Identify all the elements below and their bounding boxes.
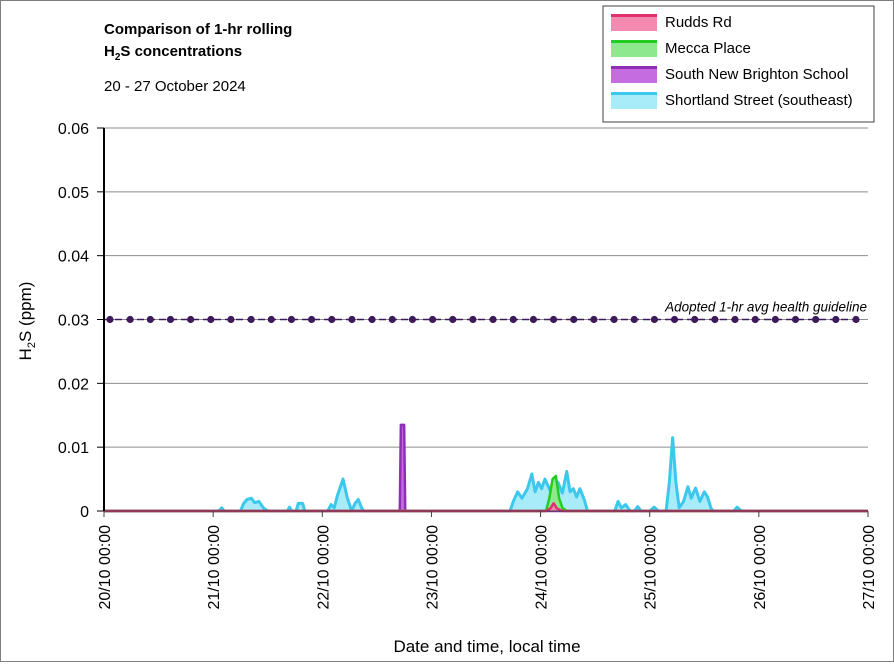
- guideline-marker: [106, 315, 114, 324]
- chart-subtitle: 20 - 27 October 2024: [104, 78, 246, 95]
- x-tick-label: 25/10 00:00: [643, 525, 660, 610]
- series-area-2: [104, 424, 868, 511]
- guideline-marker: [428, 315, 437, 324]
- y-tick-label: 0.05: [58, 185, 89, 202]
- guideline-marker: [570, 315, 578, 324]
- guideline-marker: [227, 315, 235, 324]
- x-tick-label: 22/10 00:00: [315, 525, 332, 610]
- x-axis-label: Date and time, local time: [393, 637, 580, 656]
- series-area-1: [104, 475, 868, 511]
- guideline-marker: [267, 315, 275, 324]
- guideline-marker: [489, 315, 497, 324]
- guideline-marker: [328, 315, 336, 324]
- legend-swatch: [611, 92, 657, 109]
- x-tick-label: 24/10 00:00: [534, 525, 551, 610]
- legend: Rudds Rd Mecca Place South New Brighton Sc…: [602, 5, 875, 123]
- guideline-marker: [308, 315, 316, 324]
- guideline-marker: [751, 315, 759, 324]
- series-area-3: [104, 437, 868, 511]
- legend-label: South New Brighton School: [665, 66, 848, 83]
- guideline-marker: [832, 315, 840, 324]
- guideline-marker: [812, 315, 820, 324]
- guideline-marker: [691, 315, 699, 324]
- guideline-marker: [791, 315, 800, 324]
- guideline-marker: [852, 315, 860, 324]
- guideline-marker: [529, 315, 538, 324]
- y-tick-label: 0.01: [58, 440, 89, 457]
- x-tick-labels: 20/10 00:00 21/10 00:00 22/10 00:00 23/10 0…: [97, 511, 878, 610]
- y-gridlines: [104, 127, 868, 448]
- y-tick-label: 0.03: [58, 313, 89, 330]
- guideline-marker: [590, 315, 598, 324]
- legend-swatch: [611, 40, 657, 57]
- legend-label: Rudds Rd: [665, 14, 732, 31]
- chart-title-line1: Comparison of 1-hr rolling: [104, 21, 292, 38]
- series-line-1: [104, 474, 868, 513]
- guideline-marker: [449, 315, 457, 324]
- y-tick-label: 0.06: [58, 121, 89, 138]
- legend-swatch: [611, 66, 657, 83]
- chart-title-line2: H2S concentrations: [104, 43, 242, 63]
- x-tick-label: 20/10 00:00: [97, 525, 114, 610]
- guideline-marker: [187, 315, 195, 324]
- y-tick-label: 0.04: [58, 249, 89, 266]
- guideline-marker: [126, 315, 134, 324]
- guideline-marker: [207, 315, 215, 324]
- guideline-marker: [711, 315, 719, 324]
- guideline-marker: [146, 315, 154, 324]
- guideline-marker: [610, 315, 618, 324]
- x-tick-label: 26/10 00:00: [752, 525, 769, 610]
- series-line-2: [104, 423, 868, 513]
- y-axis-label: H2S (ppm): [16, 282, 38, 361]
- guideline-marker: [368, 315, 376, 324]
- legend-swatch: [611, 14, 657, 31]
- series-line-3: [104, 436, 868, 513]
- guideline-marker: [549, 315, 558, 324]
- y-tick-labels: 0 0.01 0.02 0.03 0.04 0.05 0.06: [58, 121, 104, 521]
- y-tick-label: 0: [80, 504, 89, 521]
- guideline-marker: [670, 315, 679, 324]
- x-tick-label: 21/10 00:00: [206, 525, 223, 610]
- guideline-marker: [650, 315, 658, 324]
- y-tick-label: 0.02: [58, 376, 89, 393]
- guideline-marker: [166, 315, 175, 324]
- legend-label: Mecca Place: [665, 40, 751, 57]
- guideline-marker: [771, 315, 779, 324]
- x-tick-label: 23/10 00:00: [424, 525, 441, 610]
- x-tick-label: 27/10 00:00: [861, 525, 878, 610]
- guideline-marker: [388, 315, 396, 324]
- guideline-marker: [509, 315, 517, 324]
- series-layer: [104, 423, 868, 513]
- guideline-marker: [348, 315, 356, 324]
- guideline-marker: [630, 315, 638, 324]
- guideline-marker: [287, 315, 296, 324]
- health-guideline: Adopted 1-hr avg health guideline: [104, 300, 867, 324]
- guideline-marker: [731, 315, 739, 324]
- series-line-0: [104, 502, 868, 513]
- guideline-marker: [408, 315, 417, 324]
- guideline-marker: [469, 315, 477, 324]
- guideline-marker: [247, 315, 255, 324]
- legend-label: Shortland Street (southeast): [665, 92, 853, 109]
- guideline-label: Adopted 1-hr avg health guideline: [664, 300, 867, 315]
